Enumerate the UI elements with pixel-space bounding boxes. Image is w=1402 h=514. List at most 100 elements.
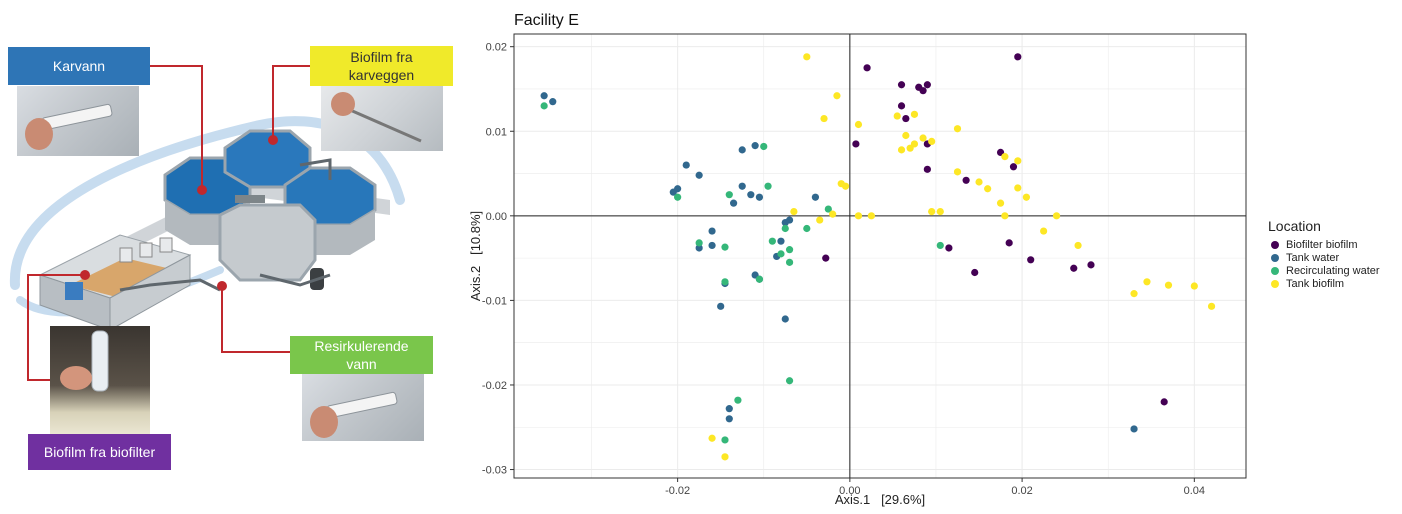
legend-swatch bbox=[1271, 279, 1279, 288]
point-tank-biofilm bbox=[1074, 241, 1082, 250]
point-tank-biofilm bbox=[1001, 153, 1009, 161]
point-biofilter-biofilm bbox=[852, 140, 860, 148]
point-tank-biofilm bbox=[897, 146, 906, 154]
x-tick-label: 0.00 bbox=[839, 485, 860, 497]
grid-lines bbox=[514, 34, 1246, 478]
legend-item: Tank water bbox=[1268, 251, 1400, 264]
point-biofilter-biofilm bbox=[1014, 53, 1022, 61]
point-tank-biofilm bbox=[1052, 212, 1061, 220]
syringe-icon-2 bbox=[310, 391, 398, 438]
point-tank-water bbox=[682, 161, 690, 169]
pcoa-scatter-plot: Facility E -0.02 0.00 0.02 0.04-0.03-0.02-0… bbox=[470, 12, 1247, 507]
point-recirculating-water bbox=[540, 102, 548, 110]
point-biofilter-biofilm bbox=[1027, 256, 1035, 264]
point-biofilter-biofilm bbox=[919, 87, 927, 95]
legend-label: Recirculating water bbox=[1286, 264, 1380, 277]
point-tank-biofilm bbox=[708, 434, 716, 442]
legend-swatch bbox=[1271, 240, 1279, 249]
point-recirculating-water bbox=[721, 243, 729, 251]
point-biofilter-biofilm bbox=[1009, 163, 1018, 171]
point-recirculating-water bbox=[936, 241, 944, 250]
point-tank-biofilm bbox=[936, 208, 944, 216]
legend-label: Tank water bbox=[1286, 251, 1340, 264]
point-biofilter-biofilm bbox=[923, 81, 931, 89]
point-recirculating-water bbox=[721, 278, 729, 286]
callout-resirkulerende-label: Resirkulerende vann bbox=[314, 338, 409, 372]
point-recirculating-water bbox=[803, 224, 811, 233]
point-recirculating-water bbox=[725, 191, 733, 199]
photo-karveggen-sampling bbox=[321, 86, 443, 151]
point-biofilter-biofilm bbox=[1087, 261, 1095, 269]
callout-karvann: Karvann bbox=[8, 47, 150, 85]
walkway bbox=[235, 195, 265, 203]
legend: Location Biofilter biofilm Tank water Reci… bbox=[1268, 218, 1400, 290]
x-tick-label: 0.04 bbox=[1184, 485, 1205, 497]
point-tank-water bbox=[751, 142, 759, 150]
point-tank-biofilm bbox=[790, 208, 798, 216]
point-tank-biofilm bbox=[1130, 290, 1138, 298]
panel-border bbox=[513, 33, 1247, 479]
point-tank-water bbox=[738, 182, 746, 190]
callout-biofilm-karveggen-label: Biofilm fra karveggen bbox=[348, 49, 415, 83]
biofilter-unit-side bbox=[109, 254, 191, 331]
point-biofilter-biofilm bbox=[1005, 239, 1013, 247]
facility-drawing bbox=[9, 65, 405, 381]
callout-biofilm-biofilter-label: Biofilm fra biofilter bbox=[43, 444, 156, 460]
photo-resirkulerende-sampling bbox=[302, 374, 424, 441]
point-tank-biofilm bbox=[1190, 282, 1198, 290]
legend-item: Recirculating water bbox=[1268, 264, 1400, 277]
point-tank-biofilm bbox=[837, 180, 845, 188]
point-tank-biofilm bbox=[910, 110, 919, 118]
legend-swatch bbox=[1271, 253, 1279, 262]
point-recirculating-water bbox=[777, 250, 785, 258]
point-tank-biofilm bbox=[996, 199, 1005, 207]
point-tank-biofilm bbox=[975, 178, 983, 186]
point-tank-water bbox=[695, 244, 703, 252]
point-tank-water bbox=[725, 405, 733, 413]
point-tank-biofilm bbox=[854, 212, 863, 220]
point-recirculating-water bbox=[764, 182, 772, 190]
callout-resirkulerende-vann: Resirkulerende vann bbox=[290, 336, 433, 374]
point-tank-water bbox=[785, 216, 794, 224]
legend-item: Tank biofilm bbox=[1268, 277, 1400, 290]
point-tank-biofilm bbox=[902, 131, 910, 140]
pcoa-chart: Facility E -0.02 0.00 0.02 0.04 -0.03 -0.02 -0… bbox=[470, 0, 1402, 509]
legend-title: Location bbox=[1268, 218, 1321, 234]
point-tank-water bbox=[708, 227, 716, 235]
point-tank-water bbox=[747, 191, 755, 199]
y-axis-label: Axis.2 [10.8%] bbox=[470, 211, 483, 301]
point-tank-biofilm bbox=[928, 208, 936, 216]
legend-swatch bbox=[1271, 266, 1279, 275]
point-tank-biofilm bbox=[984, 185, 992, 193]
point-tank-biofilm bbox=[803, 53, 811, 61]
leader-resirkulerende bbox=[217, 281, 290, 353]
x-tick-label: 0.02 bbox=[1011, 485, 1032, 497]
point-tank-water bbox=[777, 237, 785, 245]
point-biofilter-biofilm bbox=[897, 102, 906, 110]
point-tank-water bbox=[674, 185, 682, 193]
point-tank-water bbox=[781, 315, 789, 323]
callout-biofilm-biofilter: Biofilm fra biofilter bbox=[28, 434, 171, 470]
point-biofilter-biofilm bbox=[822, 254, 830, 262]
point-tank-water bbox=[725, 415, 733, 423]
point-recirculating-water bbox=[674, 193, 682, 201]
leader-karvann bbox=[150, 65, 207, 195]
point-tank-biofilm bbox=[1164, 281, 1173, 289]
point-tank-biofilm bbox=[829, 210, 837, 218]
point-biofilter-biofilm bbox=[1160, 398, 1168, 406]
point-biofilter-biofilm bbox=[863, 64, 871, 72]
point-tank-biofilm bbox=[1143, 278, 1151, 286]
point-recirculating-water bbox=[721, 436, 729, 444]
point-recirculating-water bbox=[755, 275, 764, 283]
sample-tube-icon bbox=[60, 330, 109, 392]
axes: -0.02 0.00 0.02 0.04 -0.03 -0.02 -0.01 0.00 0.01… bbox=[482, 34, 1246, 497]
point-tank-biofilm bbox=[953, 168, 962, 176]
point-recirculating-water bbox=[785, 246, 794, 254]
point-tank-water bbox=[1130, 425, 1138, 433]
point-tank-biofilm bbox=[1040, 227, 1048, 235]
point-biofilter-biofilm bbox=[1070, 264, 1078, 272]
photo-biofilter-sampling bbox=[50, 326, 150, 434]
chart-title: Facility E bbox=[514, 12, 579, 29]
legend-item: Biofilter biofilm bbox=[1268, 238, 1400, 251]
point-tank-biofilm bbox=[816, 216, 824, 224]
